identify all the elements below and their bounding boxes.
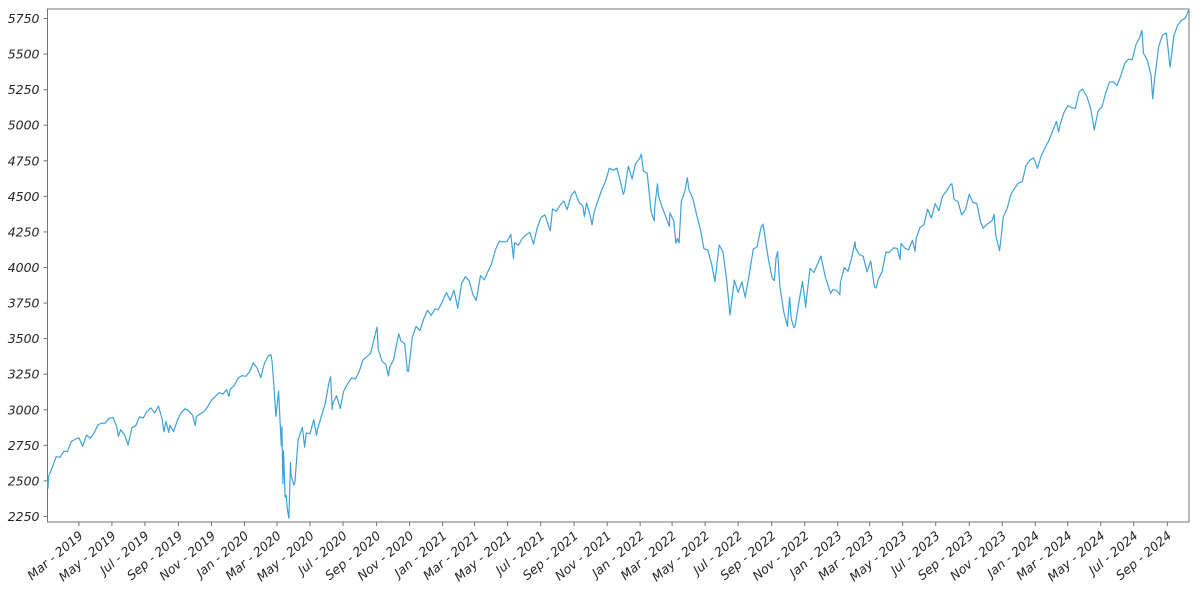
y-tick-label: 2750 [8,438,40,453]
y-tick-label: 4750 [8,153,40,168]
y-tick-label: 3000 [8,402,40,417]
y-tick-label: 5250 [8,82,40,97]
y-tick-label: 2250 [8,509,40,524]
y-tick-label: 5750 [8,11,40,26]
plot-border [47,8,1190,523]
y-tick-label: 4250 [8,224,40,239]
y-axis: 2250 2500 2750 3000 3250 3500 3750 4000 4250 4500… [8,11,48,524]
y-tick-label: 5000 [8,118,40,133]
y-tick-label: 4000 [8,260,40,275]
price-line [46,8,1190,519]
y-tick-label: 2500 [8,473,40,488]
y-tick-label: 3500 [8,331,40,346]
y-tick-label: 3250 [8,367,40,382]
y-tick-label: 3750 [8,296,40,311]
y-tick-label: 4500 [8,189,40,204]
y-tick-label: 5500 [8,47,40,62]
